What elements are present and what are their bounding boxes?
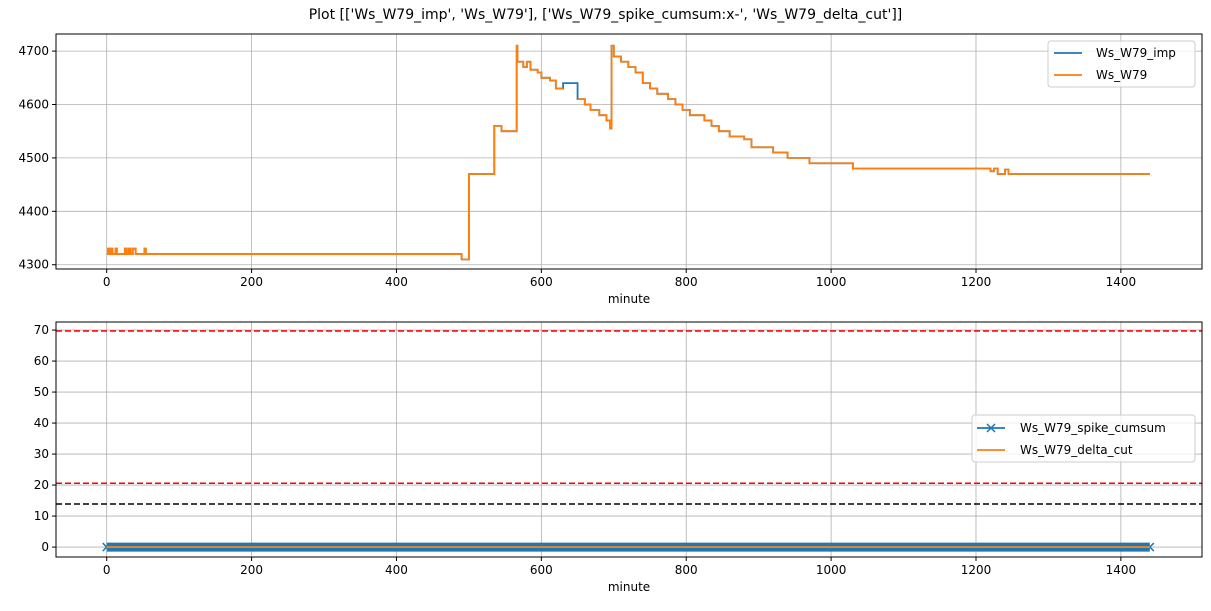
axes-frame [55,321,1203,558]
y-tick-label: 20 [34,478,49,492]
legend-label: Ws_W79_imp [1096,46,1176,60]
x-tick-label: 200 [240,563,263,577]
y-tick-label: 0 [41,540,49,554]
y-tick-label: 30 [34,447,49,461]
legend-frame [971,414,1196,463]
x-tick-label: 800 [675,563,698,577]
y-tick-label: 10 [34,509,49,523]
legend-label: Ws_W79 [1096,68,1147,82]
y-tick-label: 4400 [18,204,49,218]
legend-frame [1047,40,1196,88]
x-axis-label: minute [608,292,650,306]
x-tick-label: 1400 [1106,563,1137,577]
x-axis-label: minute [608,580,650,594]
axes-2: 0 200 400 600 800 1000 1200 1400 0 10 20 30 40 50 60 70… [34,321,1203,594]
x-tick-label: 1000 [816,563,847,577]
x-tick-label: 1200 [961,563,992,577]
legend-label: Ws_W79_delta_cut [1020,443,1133,457]
figure-title: Plot [['Ws_W79_imp', 'Ws_W79'], ['Ws_W79… [308,7,903,23]
x-tick-label: 1400 [1106,275,1137,289]
x-tick-label: 1200 [961,275,992,289]
series-line-Ws_W79_imp [106,44,1150,261]
series-line-Ws_W79 [106,44,1150,261]
x-tick-label: 400 [385,563,408,577]
y-tick-label: 4700 [18,44,49,58]
legend-label: Ws_W79_spike_cumsum [1020,421,1166,435]
y-tick-label: 50 [34,385,49,399]
y-tick-label: 70 [34,323,49,337]
x-tick-label: 0 [103,563,111,577]
y-tick-label: 4600 [18,98,49,112]
y-tick-label: 40 [34,416,49,430]
x-tick-label: 1000 [816,275,847,289]
y-tick-label: 4300 [18,258,49,272]
legend: Ws_W79_spike_cumsum Ws_W79_delta_cut [971,414,1196,463]
x-tick-label: 800 [675,275,698,289]
legend-marker-x [986,423,996,433]
x-tick-label: 200 [240,275,263,289]
y-tick-label: 60 [34,354,49,368]
y-tick-label: 4500 [18,151,49,165]
axes-frame [55,33,1203,270]
axes-1: 0 200 400 600 800 1000 1200 1400 4300 4400 4500 460… [18,33,1203,306]
x-tick-label: 0 [103,275,111,289]
x-tick-label: 400 [385,275,408,289]
x-tick-label: 600 [530,563,553,577]
legend: Ws_W79_imp Ws_W79 [1047,40,1196,88]
x-tick-label: 600 [530,275,553,289]
